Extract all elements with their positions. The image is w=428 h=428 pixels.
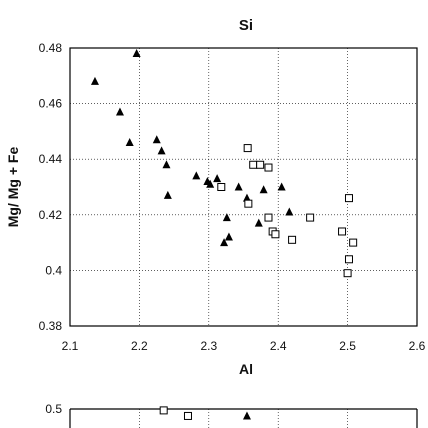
data-point-square: [256, 160, 265, 169]
second-plot-data-points: [159, 406, 251, 420]
data-point-square: [306, 213, 315, 222]
y-tick-label: 0.46: [39, 97, 63, 111]
data-point-triangle: [234, 182, 243, 191]
data-point-square: [243, 144, 252, 153]
data-point-square: [288, 235, 297, 244]
data-point-square: [349, 238, 358, 247]
y-tick-label: 0.48: [39, 41, 63, 55]
data-point-triangle: [132, 49, 141, 58]
data-point-triangle: [115, 107, 124, 116]
data-point-square: [344, 194, 353, 203]
data-point-square: [249, 160, 258, 169]
chart-title: Si: [239, 17, 253, 34]
data-point-triangle: [224, 232, 233, 241]
data-point-triangle: [285, 207, 294, 216]
data-point-square: [244, 199, 253, 208]
data-point-square: [338, 227, 347, 236]
y-axis-label: Mg/ Mg + Fe: [5, 147, 21, 228]
data-point-triangle: [206, 179, 215, 188]
data-point-square: [344, 255, 353, 264]
data-point-square: [217, 183, 226, 191]
second-scatter-chart: 0.5: [45, 402, 418, 428]
plot-area-frame: [69, 47, 418, 327]
data-point-square: [271, 230, 280, 239]
data-point-square: [183, 411, 192, 420]
second-plot-ytick-label: 0.5: [45, 402, 62, 416]
x-tick-label: 2.6: [409, 339, 426, 353]
chart-gridlines: [70, 48, 417, 326]
data-point-triangle: [220, 238, 229, 247]
data-point-triangle: [242, 411, 251, 420]
data-point-triangle: [162, 160, 171, 169]
y-axis-ticks: 0.38 0.4 0.42 0.44 0.46 0.48: [39, 41, 63, 333]
data-point-triangle: [152, 135, 161, 144]
x-tick-label: 2.3: [200, 339, 217, 353]
y-tick-label: 0.4: [45, 263, 62, 277]
data-point-triangle: [277, 182, 286, 191]
x-axis-label: Al: [239, 361, 253, 377]
x-tick-label: 2.5: [339, 339, 356, 353]
x-axis-ticks: 2.1 2.2 2.3 2.4 2.5 2.6: [62, 339, 426, 353]
data-point-triangle: [192, 171, 201, 180]
data-point-triangle: [213, 174, 222, 183]
y-tick-label: 0.38: [39, 319, 63, 333]
y-tick-label: 0.44: [39, 152, 63, 166]
data-point-triangle: [254, 218, 263, 227]
data-point-triangle: [222, 213, 231, 222]
y-tick-label: 0.42: [39, 208, 63, 222]
data-point-square: [264, 163, 273, 172]
data-point-triangle: [259, 185, 268, 194]
x-tick-label: 2.2: [131, 339, 148, 353]
data-point-triangle: [90, 76, 99, 85]
data-point-triangle: [157, 146, 166, 155]
x-tick-label: 2.4: [270, 339, 287, 353]
data-point-square: [343, 269, 352, 278]
data-point-square: [264, 213, 273, 222]
data-points: [90, 49, 358, 278]
data-point-triangle: [242, 193, 251, 202]
x-tick-label: 2.1: [62, 339, 79, 353]
data-point-triangle: [125, 138, 134, 147]
data-point-square: [159, 406, 168, 415]
data-point-triangle: [163, 190, 172, 199]
